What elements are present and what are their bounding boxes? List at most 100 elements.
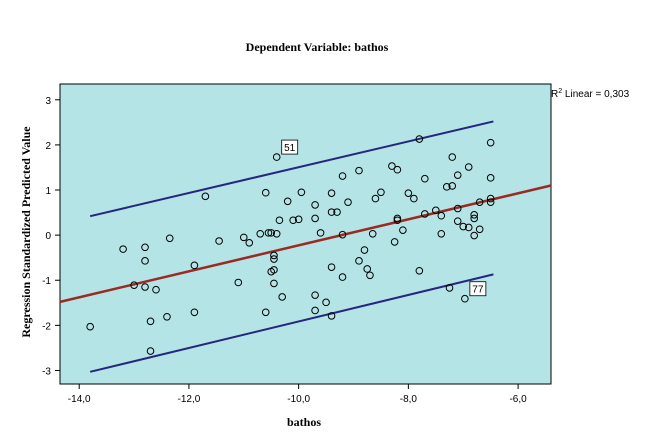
data-point — [270, 251, 278, 260]
data-point — [234, 278, 243, 287]
data-point — [256, 229, 265, 238]
data-point — [270, 279, 278, 288]
data-point — [86, 322, 94, 331]
data-point — [371, 194, 380, 203]
y-axis-label: Regression Standardized Predicted Value — [19, 126, 33, 338]
data-point — [486, 194, 495, 203]
point-labels: 51 77 — [281, 139, 487, 297]
data-point — [355, 166, 363, 175]
confidence-lower-line — [89, 273, 494, 373]
data-point — [344, 198, 352, 206]
data-points — [86, 135, 495, 355]
data-point — [311, 214, 319, 223]
point-label-box — [469, 281, 487, 297]
regression-fit-line — [59, 184, 552, 304]
data-point — [445, 284, 454, 292]
y-tick-label: -2 — [42, 321, 51, 332]
data-point — [421, 174, 429, 183]
y-tick-label: 0 — [45, 231, 51, 242]
data-point — [311, 306, 319, 315]
r2-superscript: 2 — [558, 88, 562, 95]
data-point — [448, 182, 457, 190]
data-point — [163, 312, 171, 321]
data-point — [453, 171, 462, 179]
data-point — [327, 263, 336, 271]
data-point — [215, 237, 223, 245]
data-point — [464, 163, 473, 171]
data-point — [338, 273, 347, 281]
data-point — [333, 208, 341, 216]
data-point — [470, 214, 478, 223]
point-label-box — [281, 139, 299, 155]
data-point — [190, 308, 199, 317]
x-tick-label: -6,0 — [509, 394, 527, 405]
data-point — [297, 188, 306, 197]
data-point — [141, 283, 149, 291]
y-tick-label: 2 — [45, 141, 51, 152]
data-point — [461, 294, 469, 303]
plot-area — [59, 83, 552, 385]
data-point — [239, 233, 248, 242]
data-point — [165, 234, 174, 243]
data-point — [470, 231, 478, 240]
data-point — [270, 255, 278, 263]
r2-value: Linear = 0,303 — [562, 89, 629, 100]
x-axis: -14,0 -12,0 -10,0 -8,0 -6,0 — [68, 384, 527, 405]
point-label: 77 — [472, 285, 484, 296]
data-point — [470, 211, 478, 219]
data-point — [410, 194, 418, 203]
data-point — [294, 215, 303, 224]
data-point — [264, 229, 273, 237]
data-point — [393, 216, 402, 225]
data-point — [368, 229, 377, 238]
data-point — [453, 217, 462, 225]
data-point — [448, 153, 457, 161]
data-point — [393, 165, 402, 174]
data-point — [311, 291, 319, 299]
data-point — [152, 285, 160, 294]
data-point — [442, 183, 451, 191]
data-point — [388, 162, 396, 170]
data-point — [431, 206, 440, 215]
data-point — [272, 229, 281, 238]
y-tick-label: 3 — [45, 96, 51, 107]
data-point — [453, 204, 462, 213]
data-point — [146, 317, 155, 326]
data-point — [404, 189, 413, 197]
data-point — [366, 271, 374, 280]
data-point — [475, 198, 484, 206]
data-point — [415, 266, 424, 275]
data-point — [486, 174, 495, 182]
data-point — [437, 229, 446, 238]
confidence-upper-line — [89, 120, 494, 218]
data-point — [377, 188, 385, 197]
chart-title: Dependent Variable: bathos — [246, 40, 389, 54]
data-point — [475, 225, 484, 234]
data-point — [464, 223, 473, 232]
data-point — [327, 189, 336, 197]
data-point — [399, 226, 407, 234]
data-point — [141, 257, 149, 265]
y-tick-label: -1 — [42, 276, 51, 287]
data-point — [283, 197, 292, 206]
data-point — [190, 261, 199, 270]
data-point — [267, 229, 276, 237]
data-point — [261, 188, 270, 197]
data-point — [437, 211, 446, 220]
x-tick-label: -8,0 — [400, 394, 418, 405]
data-point — [322, 298, 330, 307]
x-tick-label: -14,0 — [68, 394, 91, 405]
data-point — [141, 243, 149, 252]
data-point — [338, 230, 347, 239]
data-point — [486, 198, 495, 206]
y-tick-label: -3 — [42, 366, 51, 377]
data-point — [327, 208, 336, 216]
data-point — [327, 312, 336, 320]
data-point — [245, 238, 254, 247]
data-point — [278, 293, 286, 301]
data-point — [146, 347, 155, 355]
data-point — [363, 265, 372, 273]
y-axis: -3 -2 -1 0 1 2 3 — [42, 96, 60, 377]
y-tick-label: 1 — [45, 186, 51, 197]
data-point — [390, 238, 399, 246]
